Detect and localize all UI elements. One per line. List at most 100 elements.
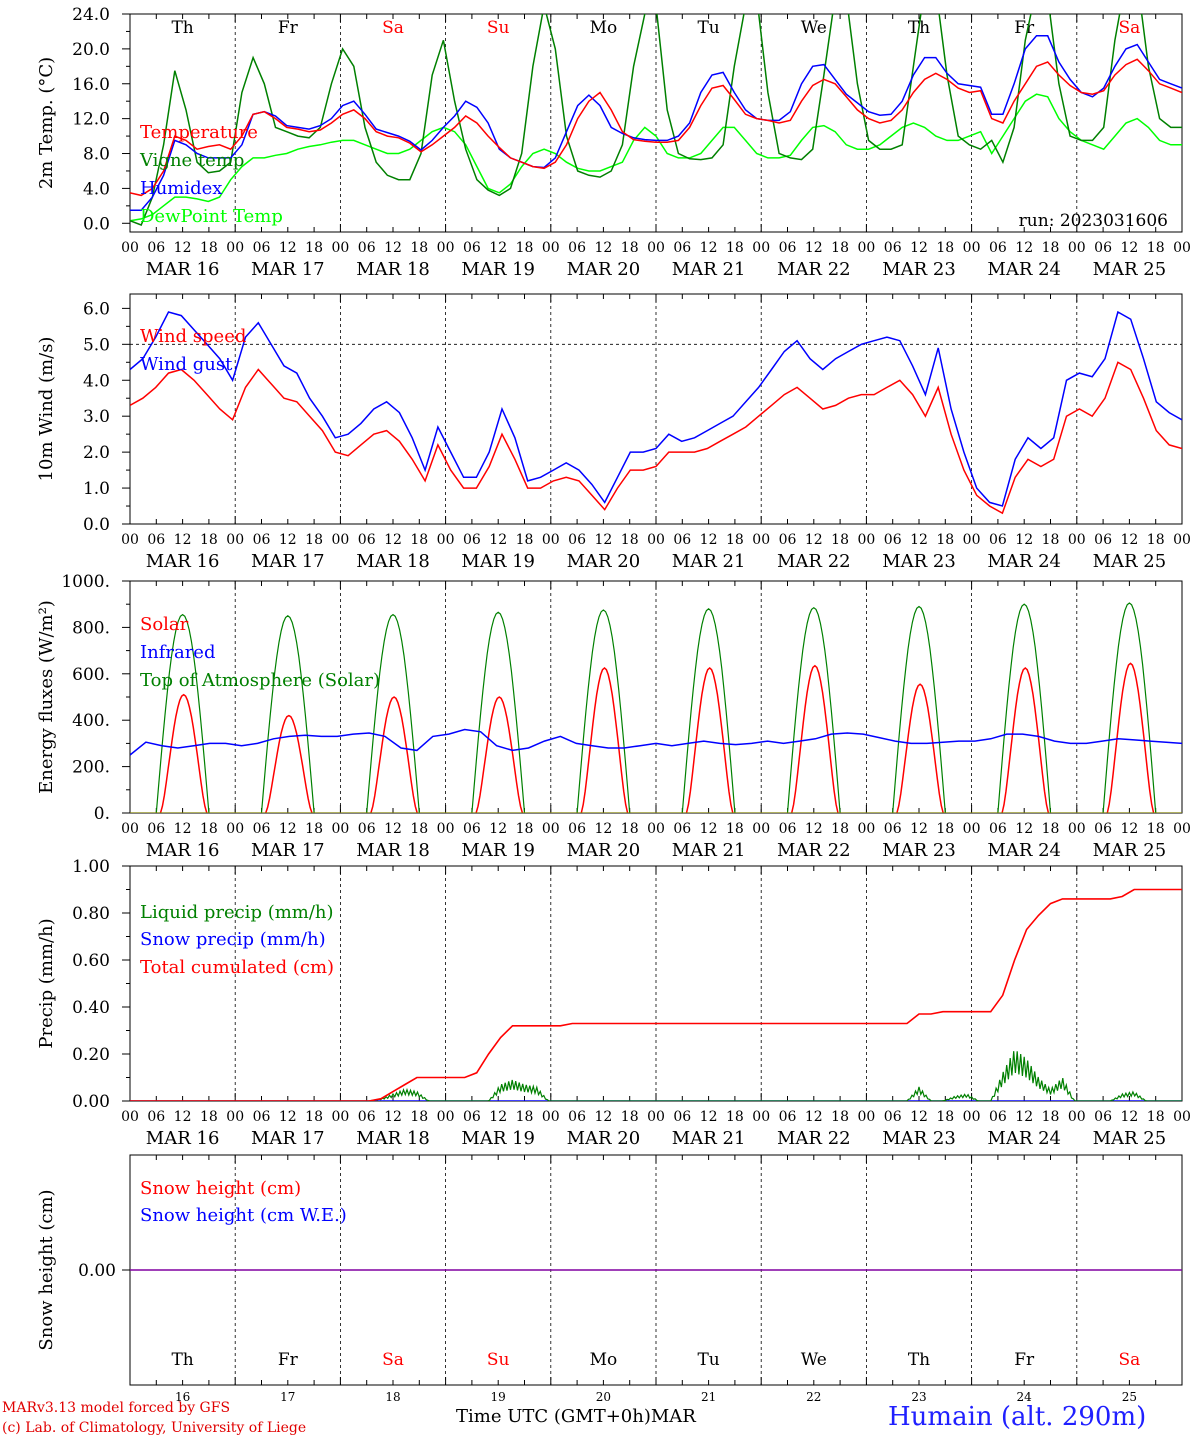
hour-tick-label: 06 bbox=[463, 821, 481, 837]
hour-tick-label: 06 bbox=[779, 821, 797, 837]
hour-tick-label: 18 bbox=[831, 1109, 849, 1125]
weekday-label: Mo bbox=[590, 1350, 618, 1370]
series-humidex bbox=[130, 35, 1182, 211]
date-label: MAR 21 bbox=[672, 1128, 746, 1149]
y-tick-label: 0.20 bbox=[72, 1045, 110, 1065]
series-solar bbox=[159, 662, 1155, 813]
hour-tick-label: 06 bbox=[568, 821, 586, 837]
hour-tick-label: 00 bbox=[1173, 1109, 1191, 1125]
hour-tick-label: 06 bbox=[253, 240, 271, 256]
hour-tick-label: 12 bbox=[594, 1109, 612, 1125]
hour-tick-label: 12 bbox=[1120, 532, 1138, 548]
hour-tick-label: 00 bbox=[647, 532, 665, 548]
hour-tick-label: 00 bbox=[226, 532, 244, 548]
hour-tick-label: 18 bbox=[1147, 532, 1165, 548]
date-label: MAR 22 bbox=[777, 551, 851, 572]
hour-tick-label: 18 bbox=[410, 240, 428, 256]
hour-tick-label: 00 bbox=[331, 532, 349, 548]
hour-tick-label: 12 bbox=[1120, 1109, 1138, 1125]
date-label: MAR 19 bbox=[461, 1128, 535, 1149]
legend-entry: Vigne temp bbox=[139, 150, 244, 171]
hour-tick-label: 18 bbox=[516, 821, 534, 837]
hour-tick-label: 06 bbox=[568, 1109, 586, 1125]
hour-tick-label: 18 bbox=[200, 532, 218, 548]
hour-tick-label: 18 bbox=[516, 240, 534, 256]
hour-tick-label: 00 bbox=[542, 1109, 560, 1125]
hour-tick-label: 06 bbox=[989, 532, 1007, 548]
hour-tick-label: 00 bbox=[752, 240, 770, 256]
weekday-label: Tu bbox=[697, 18, 719, 38]
legend-entry: Temperature bbox=[140, 122, 258, 143]
y-tick-label: 4.0 bbox=[83, 179, 110, 199]
series-group bbox=[130, 602, 1182, 813]
y-tick-label: 0. bbox=[94, 804, 110, 824]
weekday-label: Fr bbox=[1014, 18, 1035, 38]
hour-tick-label: 00 bbox=[647, 821, 665, 837]
date-label: MAR 22 bbox=[777, 259, 851, 280]
series-dewpoint-temp bbox=[130, 93, 1182, 222]
y-axis-label: 2m Temp. (°C) bbox=[36, 57, 57, 189]
date-label: MAR 21 bbox=[672, 259, 746, 280]
date-label: MAR 25 bbox=[1093, 259, 1167, 280]
hour-tick-label: 18 bbox=[305, 821, 323, 837]
hour-tick-label: 12 bbox=[594, 240, 612, 256]
hour-tick-label: 12 bbox=[489, 532, 507, 548]
date-label: MAR 21 bbox=[672, 551, 746, 572]
hour-tick-label: 06 bbox=[1094, 532, 1112, 548]
model-credit: MARv3.13 model forced by GFS bbox=[2, 1400, 231, 1416]
weekday-label: Su bbox=[487, 18, 510, 38]
series-total-cumulated bbox=[130, 888, 1182, 1101]
y-tick-label: 0.40 bbox=[72, 998, 110, 1018]
y-tick-label: 0.00 bbox=[78, 1261, 116, 1281]
date-label: MAR 24 bbox=[987, 840, 1061, 861]
day-number-label: 25 bbox=[1122, 1390, 1137, 1404]
hour-tick-label: 18 bbox=[621, 240, 639, 256]
hour-tick-label: 12 bbox=[700, 240, 718, 256]
hour-tick-label: 18 bbox=[200, 240, 218, 256]
weekday-label: Th bbox=[171, 1350, 193, 1370]
hour-tick-label: 18 bbox=[936, 240, 954, 256]
series-wind-gust bbox=[130, 310, 1182, 507]
hour-tick-label: 18 bbox=[516, 532, 534, 548]
hour-tick-label: 00 bbox=[121, 1109, 139, 1125]
hour-tick-label: 18 bbox=[1042, 532, 1060, 548]
y-tick-label: 0.80 bbox=[72, 904, 110, 924]
y-tick-label: 5.0 bbox=[83, 335, 110, 355]
hour-tick-label: 18 bbox=[621, 821, 639, 837]
y-tick-label: 24.0 bbox=[72, 5, 110, 25]
date-label: MAR 16 bbox=[146, 840, 220, 861]
hour-tick-label: 12 bbox=[805, 821, 823, 837]
hour-tick-label: 06 bbox=[884, 532, 902, 548]
date-label: MAR 23 bbox=[882, 259, 956, 280]
y-tick-label: 600. bbox=[72, 665, 110, 685]
hour-tick-label: 00 bbox=[437, 821, 455, 837]
time-axis-label: Time UTC (GMT+0h)MAR bbox=[456, 1406, 696, 1427]
date-label: MAR 25 bbox=[1093, 1128, 1167, 1149]
hour-tick-label: 06 bbox=[779, 532, 797, 548]
series-wind-speed bbox=[130, 361, 1182, 515]
hour-tick-label: 00 bbox=[1068, 821, 1086, 837]
hour-tick-label: 12 bbox=[384, 821, 402, 837]
y-axis-label: Energy fluxes (W/m²) bbox=[36, 600, 57, 794]
hour-tick-label: 00 bbox=[963, 821, 981, 837]
hour-tick-label: 06 bbox=[358, 821, 376, 837]
date-label: MAR 22 bbox=[777, 840, 851, 861]
series-group bbox=[130, 310, 1182, 515]
weekday-label: Sa bbox=[382, 1350, 404, 1370]
hour-tick-label: 06 bbox=[673, 821, 691, 837]
weekday-label: Su bbox=[487, 1350, 510, 1370]
hour-tick-label: 00 bbox=[963, 1109, 981, 1125]
hour-tick-label: 18 bbox=[831, 821, 849, 837]
hour-tick-label: 00 bbox=[331, 821, 349, 837]
hour-tick-label: 06 bbox=[147, 821, 165, 837]
hour-tick-label: 06 bbox=[253, 532, 271, 548]
hour-tick-label: 12 bbox=[279, 532, 297, 548]
hour-tick-label: 00 bbox=[437, 240, 455, 256]
hour-tick-label: 18 bbox=[1042, 821, 1060, 837]
hour-tick-label: 18 bbox=[1147, 240, 1165, 256]
y-axis-label: Snow height (cm) bbox=[36, 1189, 57, 1350]
hour-tick-label: 06 bbox=[989, 240, 1007, 256]
hour-tick-label: 18 bbox=[200, 821, 218, 837]
hour-tick-label: 00 bbox=[963, 240, 981, 256]
date-label: MAR 23 bbox=[882, 551, 956, 572]
